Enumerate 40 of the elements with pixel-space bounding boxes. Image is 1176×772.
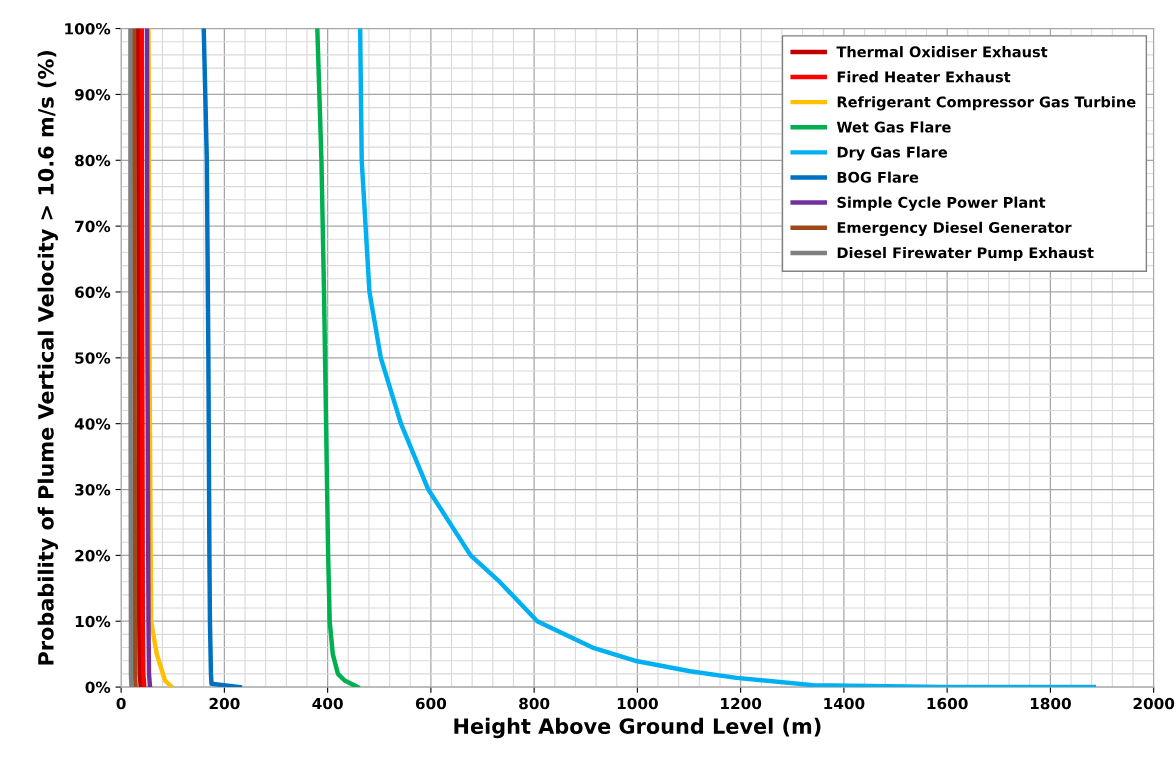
legend-label: Simple Cycle Power Plant	[837, 196, 1046, 211]
y-axis-title: Probability of Plume Vertical Velocity > 10.6 m/s (%)	[37, 50, 58, 665]
line-series	[135, 28, 143, 688]
legend-label: Refrigerant Compressor Gas Turbine	[837, 96, 1136, 111]
x-tick-label: 400	[312, 697, 343, 710]
legend-label: BOG Flare	[837, 171, 919, 183]
y-tick-label: 20%	[75, 549, 111, 562]
line-series	[131, 28, 138, 688]
x-tick-label: 2000	[1133, 697, 1175, 710]
y-tick-label: 70%	[75, 220, 111, 233]
x-tick-label: 1800	[1030, 697, 1071, 710]
legend-label: Fired Heater Exhaust	[837, 71, 1011, 83]
x-tick-label: 1000	[617, 697, 658, 710]
line-series	[139, 28, 147, 688]
y-tick-label: 80%	[75, 154, 111, 167]
line-series	[128, 28, 134, 688]
x-tick-label: 1400	[824, 697, 865, 710]
y-tick-label: 30%	[75, 483, 111, 496]
legend-label: Emergency Diesel Generator	[837, 221, 1072, 236]
line-series	[201, 28, 243, 688]
x-tick-label: 1600	[927, 697, 968, 710]
line-series	[144, 28, 153, 688]
x-tick-label: 1200	[721, 697, 762, 710]
y-tick-label: 90%	[74, 88, 111, 101]
legend-label: Wet Gas Flare	[836, 121, 951, 133]
x-axis-title: Height Above Ground Level (m)	[454, 717, 821, 739]
legend-label: Thermal Oxidiser Exhaust	[836, 46, 1048, 58]
legend-label: Diesel Firewater Pump Exhaust	[837, 246, 1094, 262]
line-series	[315, 28, 360, 688]
y-tick-label: 100%	[65, 23, 111, 35]
y-tick-label: 50%	[75, 352, 111, 364]
y-tick-label: 40%	[74, 418, 111, 430]
legend-label: Dry Gas Flare	[837, 146, 948, 161]
x-tick-label: 800	[519, 697, 550, 710]
x-tick-label: 0	[116, 697, 126, 710]
y-tick-label: 60%	[75, 286, 111, 298]
y-tick-label: 0%	[85, 681, 111, 694]
y-tick-label: 10%	[75, 615, 111, 628]
x-tick-label: 200	[209, 697, 240, 710]
x-tick-label: 600	[415, 697, 447, 710]
